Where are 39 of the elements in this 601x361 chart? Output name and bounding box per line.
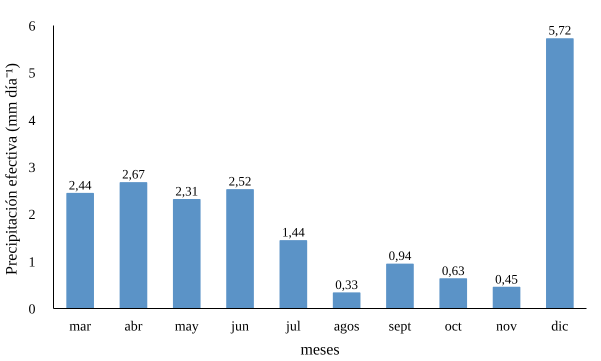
y-tick-label: 3	[28, 161, 36, 176]
data-label: 2,52	[228, 174, 252, 189]
x-tick-label: mar	[69, 320, 92, 334]
data-label: 0,33	[335, 276, 358, 292]
y-tick-label: 0	[28, 302, 36, 318]
y-tick-label: 5	[28, 66, 36, 82]
data-label: 0,94	[388, 248, 412, 264]
x-tick-label: agos	[334, 320, 360, 334]
x-tick-label: abr	[124, 320, 143, 334]
x-tick-label: may	[174, 320, 199, 334]
bar	[386, 264, 414, 308]
bar	[332, 292, 360, 308]
x-tick-label: dic	[551, 320, 568, 334]
bar	[439, 278, 468, 308]
y-axis-title: Precipitación efectiva (mm día⁻¹)	[4, 63, 20, 275]
data-label: 1,44	[282, 224, 306, 240]
y-tick-label: 1	[28, 255, 36, 270]
x-axis-title: meses	[300, 342, 340, 358]
bar	[66, 192, 94, 308]
x-tick-label: oct	[444, 320, 462, 334]
bar	[492, 286, 520, 308]
y-tick-label: 4	[28, 114, 36, 129]
bar	[280, 240, 308, 308]
x-tick-label: sept	[388, 320, 412, 334]
data-label: 2,31	[175, 184, 198, 199]
y-tick-label: 6	[28, 20, 36, 34]
x-tick-label: jul	[284, 320, 301, 334]
data-label: 5,72	[548, 22, 572, 38]
x-tick-label: nov	[496, 320, 518, 334]
bar	[226, 189, 254, 308]
bar	[546, 38, 574, 308]
x-tick-label: jun	[230, 320, 249, 334]
data-label: 0,63	[442, 262, 465, 278]
y-tick-label: 2	[28, 208, 36, 224]
data-label: 2,44	[68, 177, 92, 192]
bar	[172, 199, 201, 308]
data-label: 2,67	[122, 166, 146, 182]
bar	[120, 182, 148, 308]
data-label: 0,45	[495, 271, 518, 286]
